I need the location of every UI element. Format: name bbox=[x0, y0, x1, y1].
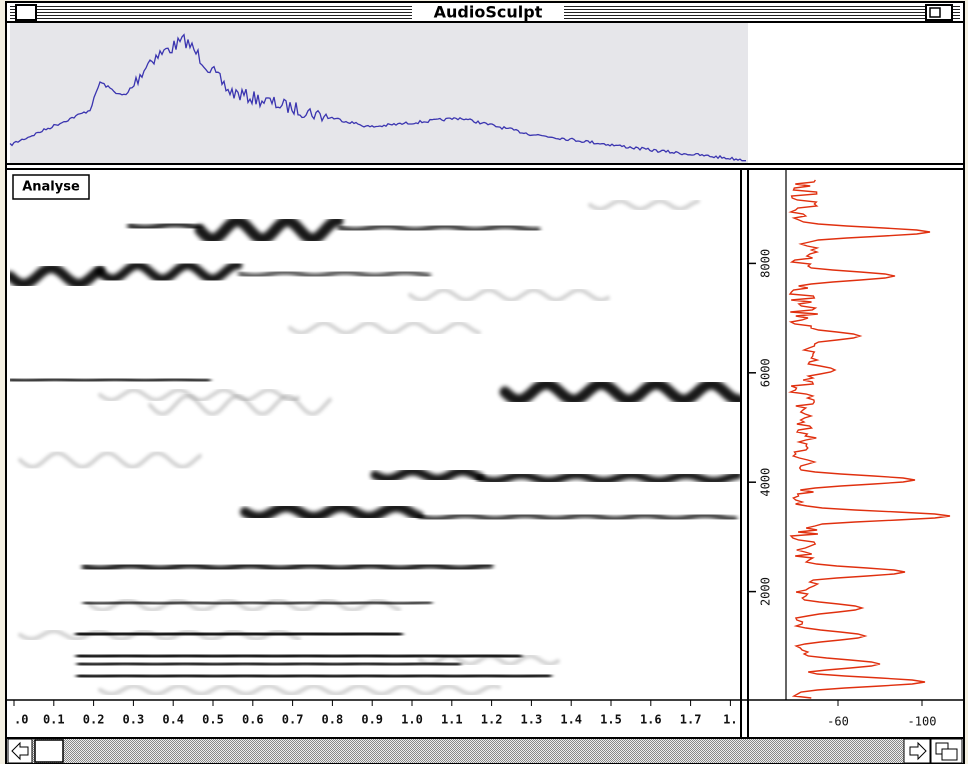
time-tick-label: 1.0 bbox=[401, 713, 423, 727]
partial bbox=[18, 450, 202, 470]
time-tick-label: 0.2 bbox=[83, 713, 105, 727]
frequency-ticks: 2000 4000 6000 8000 bbox=[748, 249, 773, 606]
partial bbox=[95, 260, 243, 284]
time-tick-label: 1.5 bbox=[600, 713, 622, 727]
scroll-thumb[interactable] bbox=[34, 739, 64, 763]
partial bbox=[127, 220, 202, 232]
left-arrow bbox=[11, 741, 29, 761]
partial bbox=[240, 501, 424, 523]
title-gap bbox=[412, 3, 564, 22]
time-tick-label: 1.1 bbox=[441, 713, 463, 727]
amplitude-tick-label: -60 bbox=[827, 715, 849, 729]
zoom-icon bbox=[929, 7, 941, 18]
time-tick-label: .0 bbox=[14, 713, 28, 727]
time-tick-label: 0.9 bbox=[361, 713, 383, 727]
partial bbox=[98, 683, 501, 697]
partial bbox=[476, 470, 740, 486]
partial bbox=[76, 671, 552, 681]
time-tick-label: 1.4 bbox=[560, 713, 582, 727]
time-tick-label: 0.5 bbox=[202, 713, 224, 727]
partial bbox=[88, 597, 401, 613]
partial bbox=[288, 320, 481, 336]
time-tick-label: 1.2 bbox=[481, 713, 503, 727]
scroll-track[interactable] bbox=[8, 739, 962, 763]
frequency-tick-label: 6000 bbox=[759, 358, 773, 387]
time-tick-label: 1.3 bbox=[521, 713, 543, 727]
partial bbox=[238, 269, 431, 279]
spectrogram bbox=[10, 198, 740, 697]
grow-icon bbox=[941, 748, 958, 761]
partial bbox=[10, 376, 211, 384]
partial bbox=[76, 659, 462, 669]
partial bbox=[337, 223, 541, 233]
amplitude-tick-label: -100 bbox=[908, 715, 937, 729]
partial bbox=[194, 215, 344, 245]
time-tick-label: 0.8 bbox=[322, 713, 344, 727]
time-tick-label: 0.4 bbox=[162, 713, 184, 727]
right-arrow bbox=[909, 741, 927, 761]
amplitude-ticks: -60 -100 bbox=[827, 700, 936, 729]
time-tick-label: 1. bbox=[723, 713, 737, 727]
analyse-button[interactable] bbox=[12, 174, 90, 200]
window-title: AudioSculpt bbox=[434, 3, 543, 22]
close-box[interactable] bbox=[15, 4, 37, 21]
partial bbox=[75, 650, 523, 662]
frequency-tick-label: 2000 bbox=[759, 577, 773, 606]
waveform-selection bbox=[10, 23, 748, 163]
spectrum-curve bbox=[788, 179, 951, 699]
waveform-envelope bbox=[9, 33, 746, 162]
partial bbox=[81, 561, 494, 573]
partial bbox=[370, 466, 485, 484]
partial bbox=[588, 198, 700, 212]
partial bbox=[75, 628, 403, 640]
time-tick-label: 0.7 bbox=[282, 713, 304, 727]
time-tick-label: 1.7 bbox=[680, 713, 702, 727]
time-tick-label: 1.6 bbox=[640, 713, 662, 727]
partial bbox=[417, 512, 738, 522]
partial bbox=[98, 387, 300, 403]
time-ticks: .0 0.1 0.2 0.3 0.4 0.5 0.6 0.7 0.8 0.9 1.0 1.1 1.2 1.… bbox=[13, 700, 738, 727]
frequency-tick-label: 8000 bbox=[759, 249, 773, 278]
time-tick-label: 0.3 bbox=[123, 713, 145, 727]
analyse-label: Analyse bbox=[22, 180, 80, 195]
frequency-tick-label: 4000 bbox=[759, 468, 773, 497]
partial bbox=[408, 287, 610, 303]
partial bbox=[82, 599, 433, 607]
time-tick-label: 0.1 bbox=[43, 713, 65, 727]
time-tick-label: 0.6 bbox=[242, 713, 264, 727]
partial bbox=[499, 378, 740, 406]
partial bbox=[10, 262, 105, 290]
